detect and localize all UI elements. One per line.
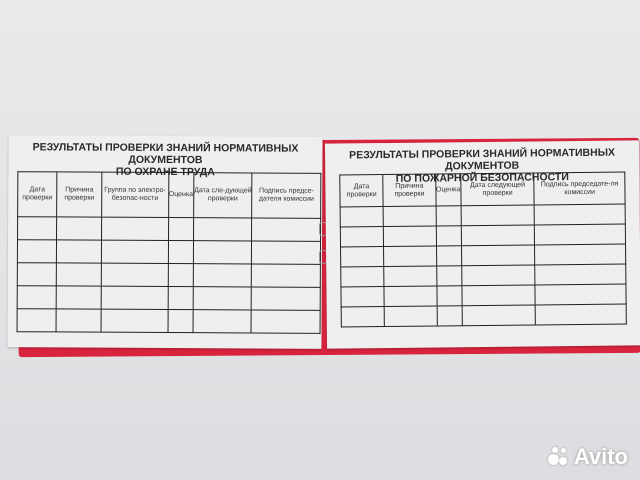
empty-cell xyxy=(251,309,321,334)
empty-cell xyxy=(461,284,536,306)
title-line-1: РЕЗУЛЬТАТЫ ПРОВЕРКИ ЗНАНИЙ НОРМАТИВНЫХ Д… xyxy=(32,141,299,167)
column-header: Дата сле-дующей проверки xyxy=(193,172,253,218)
empty-cell xyxy=(461,244,536,266)
empty-cell xyxy=(56,262,102,287)
empty-cell xyxy=(535,284,627,305)
empty-cell xyxy=(101,263,168,287)
column-header: Подпись предсе-дателя комиссии xyxy=(252,172,321,219)
right-page: РЕЗУЛЬТАТЫ ПРОВЕРКИ ЗНАНИЙ НОРМАТИВНЫХ Д… xyxy=(324,140,640,349)
avito-watermark: Avito xyxy=(547,444,628,470)
table-row xyxy=(17,262,321,288)
empty-cell xyxy=(17,285,57,309)
title-line-1: РЕЗУЛЬТАТЫ ПРОВЕРКИ ЗНАНИЙ НОРМАТИВНЫХ Д… xyxy=(349,146,616,173)
avito-text: Avito xyxy=(573,444,628,469)
empty-cell xyxy=(17,308,57,332)
empty-cell xyxy=(251,263,321,288)
empty-cell xyxy=(435,205,462,226)
table-row xyxy=(341,304,627,327)
empty-cell xyxy=(461,304,536,326)
avito-logo-icon xyxy=(547,446,570,468)
empty-cell xyxy=(56,285,102,310)
left-page: РЕЗУЛЬТАТЫ ПРОВЕРКИ ЗНАНИЙ НОРМАТИВНЫХ Д… xyxy=(7,135,323,349)
empty-cell xyxy=(436,265,462,286)
empty-cell xyxy=(534,204,626,225)
empty-cell xyxy=(193,240,252,264)
empty-cell xyxy=(461,224,535,246)
header-row: Дата проверки Причина проверки Оценка Да… xyxy=(339,172,626,207)
empty-cell xyxy=(101,286,168,310)
column-header: Дата следующей проверки xyxy=(460,172,535,206)
empty-cell xyxy=(167,309,193,333)
empty-cell xyxy=(167,240,194,264)
empty-cell xyxy=(436,245,462,266)
table-row xyxy=(17,216,321,242)
empty-cell xyxy=(193,217,253,241)
empty-cell xyxy=(435,225,462,246)
empty-cell xyxy=(341,306,385,327)
empty-cell xyxy=(340,266,385,287)
empty-cell xyxy=(340,226,384,247)
empty-cell xyxy=(56,308,102,333)
empty-cell xyxy=(56,239,102,264)
empty-cell xyxy=(192,286,252,310)
empty-cell xyxy=(384,265,437,287)
empty-cell xyxy=(461,264,536,286)
empty-cell xyxy=(436,305,463,326)
empty-cell xyxy=(193,263,252,287)
empty-cell xyxy=(436,285,462,306)
empty-cell xyxy=(56,216,102,241)
empty-cell xyxy=(251,240,321,265)
empty-cell xyxy=(384,285,437,307)
table-row xyxy=(17,285,321,311)
column-header: Причина проверки xyxy=(56,171,102,218)
empty-cell xyxy=(460,204,535,226)
empty-cell xyxy=(383,205,436,227)
empty-cell xyxy=(192,309,252,333)
empty-cell xyxy=(167,263,194,287)
empty-cell xyxy=(101,217,169,241)
column-header: Подпись председате-ля комиссии xyxy=(534,172,626,205)
fire-safety-table: Дата проверки Причина проверки Оценка Да… xyxy=(339,172,627,328)
column-header: Причина проверки xyxy=(383,173,436,207)
empty-cell xyxy=(535,304,627,325)
column-header: Оценка xyxy=(168,172,194,218)
table-row xyxy=(17,239,321,265)
empty-cell xyxy=(383,225,437,247)
empty-cell xyxy=(534,244,626,265)
empty-cell xyxy=(340,286,385,307)
empty-cell xyxy=(167,286,194,310)
labor-safety-table: Дата проверки Причина проверки Группа по… xyxy=(17,171,322,334)
column-header: Дата проверки xyxy=(17,171,57,217)
empty-cell xyxy=(383,245,437,267)
empty-cell xyxy=(251,217,321,242)
empty-cell xyxy=(251,286,321,311)
empty-cell xyxy=(534,224,626,245)
table-row xyxy=(17,308,321,334)
empty-cell xyxy=(168,217,194,241)
empty-cell xyxy=(340,246,385,267)
empty-cell xyxy=(384,305,437,327)
header-row: Дата проверки Причина проверки Группа по… xyxy=(17,171,321,219)
empty-cell xyxy=(101,309,168,333)
empty-cell xyxy=(340,206,384,227)
empty-cell xyxy=(17,239,57,263)
column-header: Группа по электро-безопас-ности xyxy=(101,172,169,218)
empty-cell xyxy=(101,240,169,264)
column-header: Оценка xyxy=(435,173,461,206)
empty-cell xyxy=(17,262,57,286)
empty-cell xyxy=(535,264,626,285)
empty-cell xyxy=(17,216,57,240)
column-header: Дата проверки xyxy=(339,174,384,207)
